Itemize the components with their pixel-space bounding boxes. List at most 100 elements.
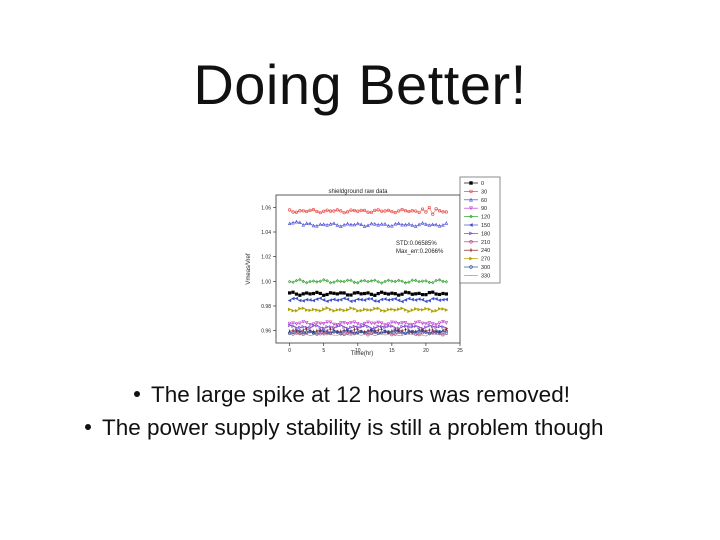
data-point xyxy=(440,297,445,302)
data-point xyxy=(403,321,408,325)
data-point xyxy=(396,221,401,225)
data-point xyxy=(410,209,414,213)
data-point xyxy=(373,306,377,311)
series-60 xyxy=(287,219,449,228)
y-tick-label: 0.96 xyxy=(261,329,271,335)
data-point xyxy=(386,298,391,302)
data-point xyxy=(403,324,408,328)
data-point xyxy=(325,208,329,212)
data-point xyxy=(304,280,309,285)
data-point xyxy=(380,326,383,332)
data-point xyxy=(393,320,398,325)
data-point xyxy=(434,297,438,301)
y-tick-label: 1.04 xyxy=(261,230,271,236)
data-point xyxy=(352,298,356,303)
data-point xyxy=(287,298,292,303)
data-point xyxy=(434,222,438,227)
data-point xyxy=(386,208,391,212)
data-point xyxy=(430,296,435,301)
data-point xyxy=(444,210,448,214)
data-point xyxy=(342,291,346,295)
data-point xyxy=(328,307,333,312)
data-point xyxy=(345,210,350,214)
data-point xyxy=(410,322,415,327)
data-point xyxy=(369,292,374,296)
legend-label: 60 xyxy=(481,198,487,204)
data-point xyxy=(349,330,353,334)
data-point xyxy=(333,327,335,333)
data-point xyxy=(427,332,431,336)
data-point xyxy=(417,307,422,312)
data-point xyxy=(407,209,411,214)
data-point xyxy=(345,293,350,297)
data-point xyxy=(413,320,418,325)
data-point xyxy=(379,222,384,226)
data-point xyxy=(301,209,305,213)
data-point xyxy=(441,320,445,324)
data-point xyxy=(403,281,408,285)
data-point xyxy=(328,291,333,295)
data-point xyxy=(311,322,316,327)
legend-marker xyxy=(469,265,473,269)
data-point xyxy=(376,306,381,311)
data-point xyxy=(437,307,442,311)
data-point xyxy=(335,323,340,327)
data-point xyxy=(287,221,292,226)
data-point xyxy=(386,307,391,312)
data-point xyxy=(418,327,420,333)
x-tick-label: 25 xyxy=(457,348,463,354)
data-point xyxy=(376,324,381,329)
axis-ticks: 0 5 10 15 20 25 0.96 0.98 1.00 1.02 1.04 1.06 xyxy=(261,205,463,354)
data-point xyxy=(291,296,295,301)
data-point xyxy=(420,207,425,211)
data-point xyxy=(342,308,347,313)
data-point xyxy=(383,309,388,313)
max-err-annotation: Max_err:0.2066% xyxy=(396,249,444,255)
data-point xyxy=(393,308,398,312)
data-point xyxy=(298,321,302,326)
data-point xyxy=(423,299,428,304)
data-point xyxy=(444,280,449,284)
data-point xyxy=(437,324,442,329)
data-point xyxy=(410,278,415,282)
data-point xyxy=(390,223,394,228)
data-point xyxy=(366,210,370,214)
x-tick-label: 5 xyxy=(322,348,325,354)
legend: 0 30 60 90 120 150 180 210 240 270 300 330 xyxy=(464,181,490,279)
data-point xyxy=(339,291,343,295)
data-point xyxy=(403,298,408,302)
legend-marker xyxy=(469,231,474,236)
data-point xyxy=(415,329,417,335)
data-point xyxy=(377,327,379,333)
data-point xyxy=(325,306,330,310)
data-point xyxy=(322,293,326,297)
data-point xyxy=(304,321,309,325)
data-point xyxy=(308,208,312,212)
data-point xyxy=(366,297,370,301)
legend-marker xyxy=(469,189,473,194)
data-point xyxy=(376,320,381,325)
data-point xyxy=(311,331,316,335)
x-tick-label: 20 xyxy=(423,348,429,354)
data-point xyxy=(427,321,432,325)
data-point xyxy=(311,323,316,328)
data-point xyxy=(444,292,448,296)
data-point xyxy=(298,293,302,297)
data-point xyxy=(355,322,360,326)
legend-label: 90 xyxy=(481,206,487,212)
data-point xyxy=(424,325,428,329)
legend-label: 270 xyxy=(481,257,490,263)
data-point xyxy=(291,280,295,284)
data-point xyxy=(318,211,322,215)
bullet-item: The power supply stability is still a pr… xyxy=(85,415,604,441)
data-point xyxy=(339,279,343,284)
data-point xyxy=(349,306,353,310)
data-point xyxy=(390,330,394,334)
data-point xyxy=(424,293,428,297)
data-point xyxy=(352,208,356,213)
legend-label: 150 xyxy=(481,223,490,229)
data-point xyxy=(298,325,302,330)
data-point xyxy=(397,329,401,333)
data-point xyxy=(373,278,377,282)
data-point xyxy=(291,330,295,334)
